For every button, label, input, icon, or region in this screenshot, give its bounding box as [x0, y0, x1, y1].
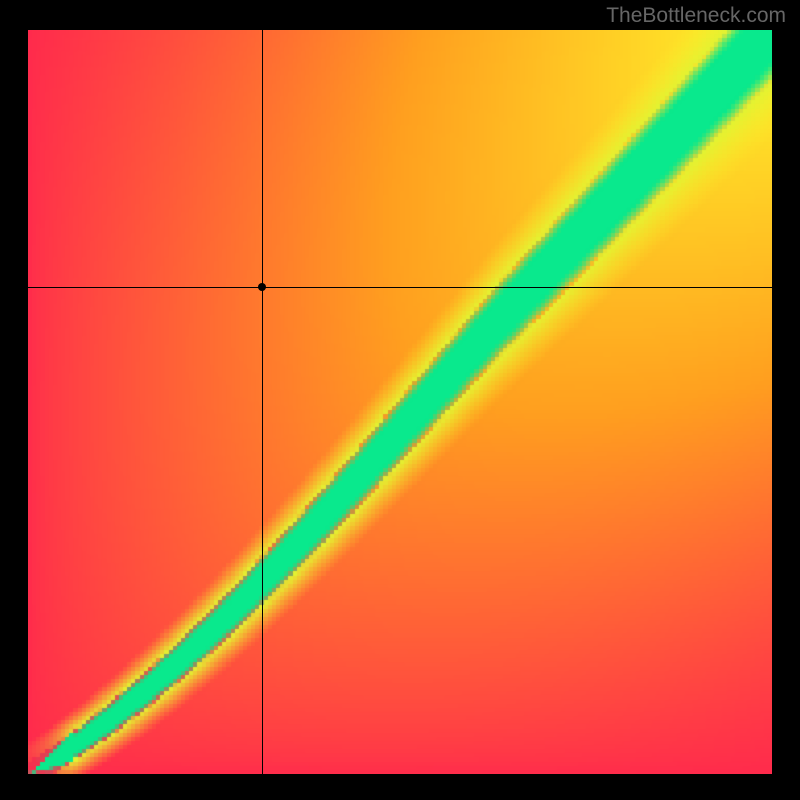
plot-frame	[28, 30, 772, 774]
crosshair-vertical	[262, 30, 263, 774]
chart-container: TheBottleneck.com	[0, 0, 800, 800]
crosshair-horizontal	[28, 287, 772, 288]
watermark-text: TheBottleneck.com	[606, 4, 786, 28]
heatmap-canvas	[28, 30, 772, 774]
crosshair-dot	[258, 283, 266, 291]
